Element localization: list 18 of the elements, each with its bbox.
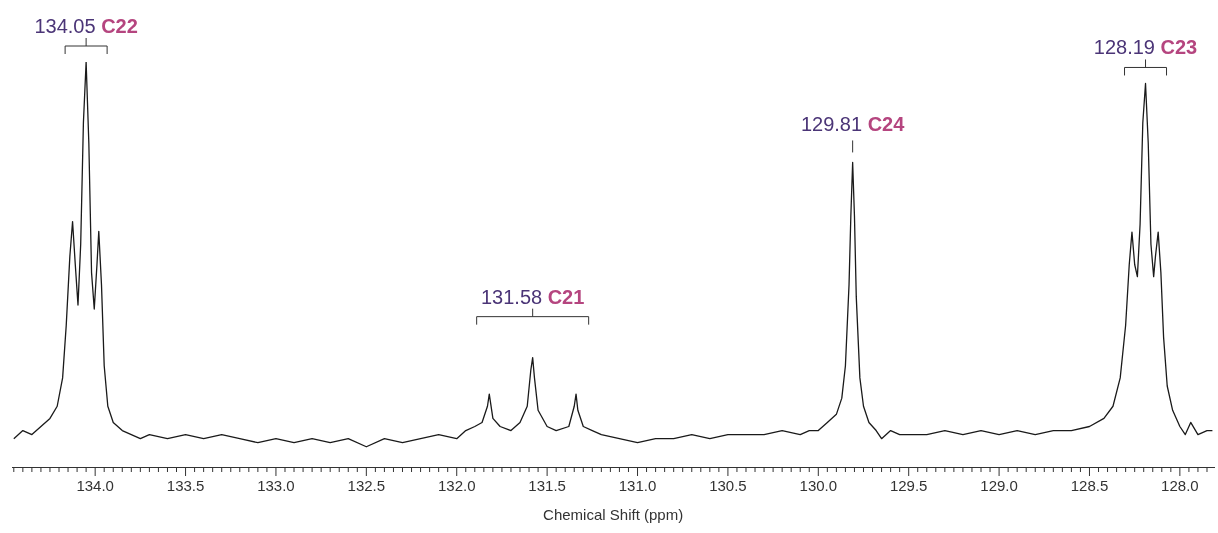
x-tick-label: 131.5 (528, 477, 566, 495)
x-tick-label: 128.0 (1161, 477, 1199, 495)
x-tick-label: 130.0 (799, 477, 838, 495)
x-tick-label: 133.5 (166, 477, 205, 495)
annotation: 134.05 C22 (34, 15, 138, 37)
annotation: 131.58 C21 (480, 285, 585, 308)
x-tick-label: 134.0 (76, 477, 114, 495)
annotation: 128.19 C23 (1093, 36, 1198, 59)
x-tick-label: 131.0 (618, 477, 657, 495)
annotation: 129.81 C24 (800, 113, 906, 136)
x-tick-label: 132.0 (437, 477, 476, 495)
x-tick-label: 130.5 (709, 477, 747, 495)
x-tick-label: 128.5 (1070, 477, 1109, 495)
x-tick-label: 133.0 (257, 477, 295, 495)
x-tick-label: 132.5 (347, 477, 386, 495)
x-tick-label: 129.5 (889, 477, 928, 495)
x-axis-title: Chemical Shift (ppm) (543, 506, 684, 524)
x-tick-label: 129.0 (980, 477, 1018, 495)
